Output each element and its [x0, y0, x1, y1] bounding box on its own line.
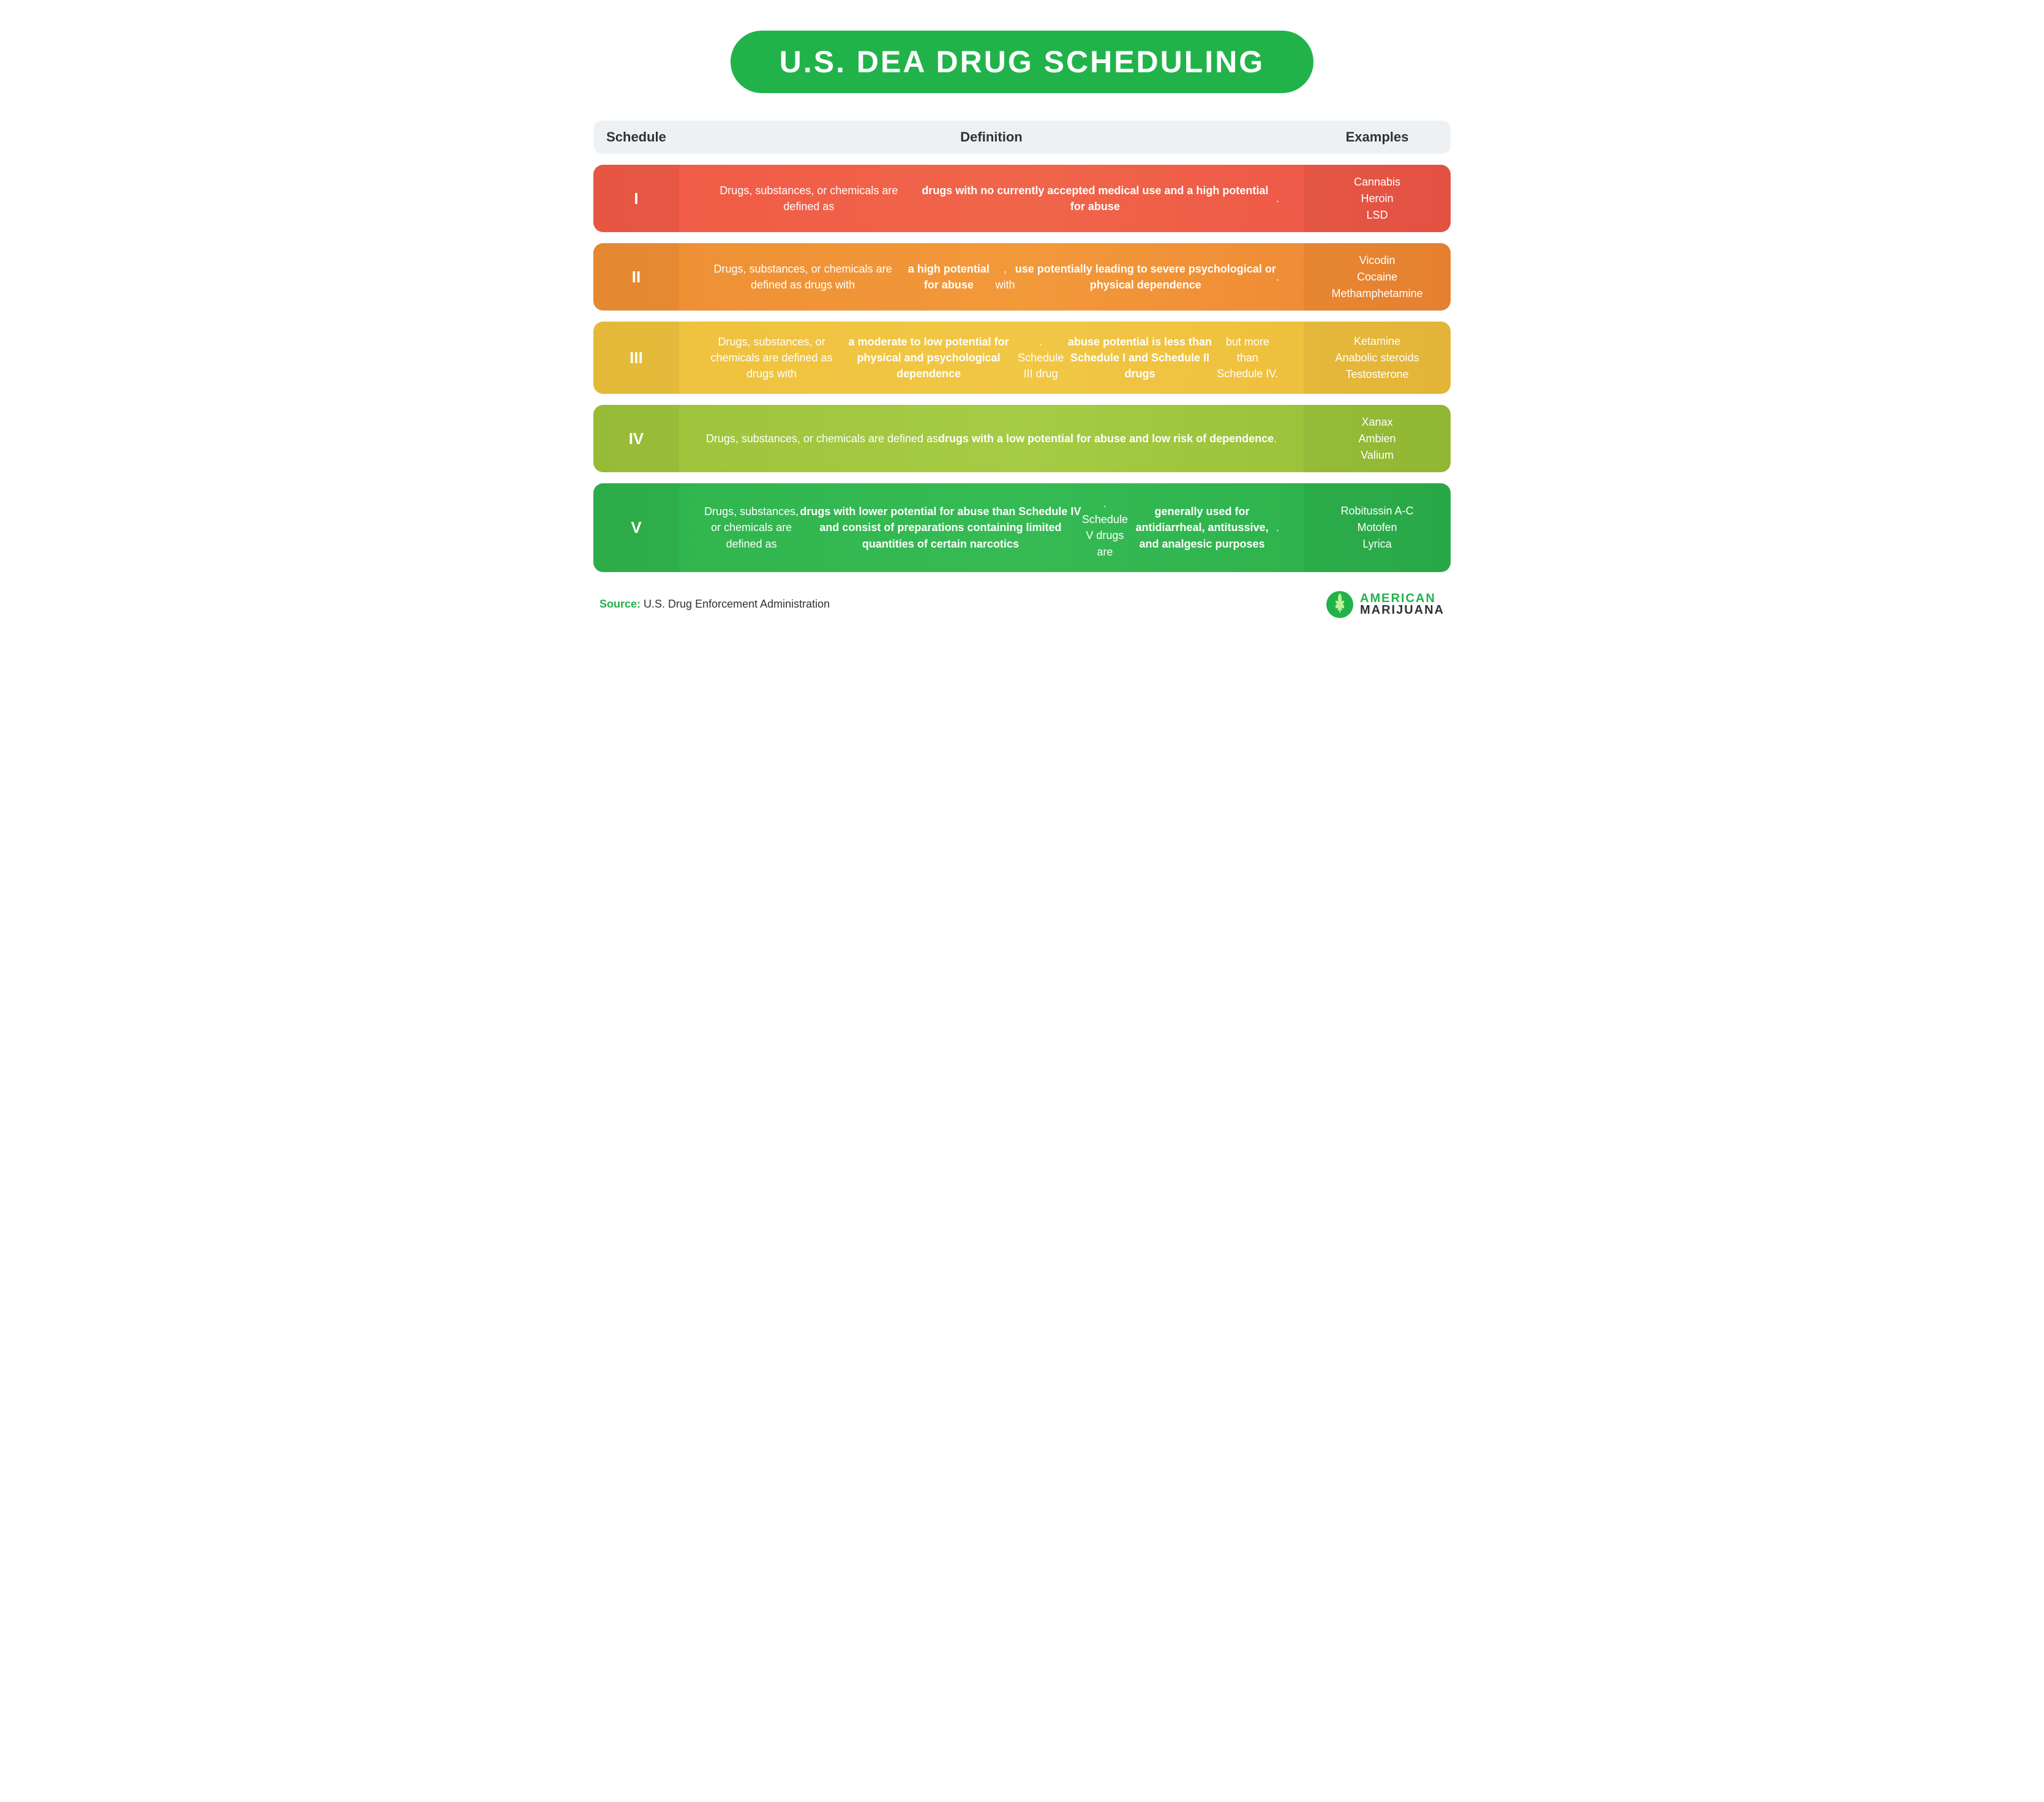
- table-row: IDrugs, substances, or chemicals are def…: [593, 165, 1451, 232]
- leaf-icon: [1326, 590, 1354, 619]
- schedule-definition: Drugs, substances, or chemicals are defi…: [679, 243, 1304, 311]
- schedule-examples: VicodinCocaineMethamphetamine: [1304, 243, 1451, 311]
- schedule-definition: Drugs, substances, or chemicals are defi…: [679, 322, 1304, 394]
- table-row: IVDrugs, substances, or chemicals are de…: [593, 405, 1451, 472]
- schedule-definition: Drugs, substances, or chemicals are defi…: [679, 165, 1304, 232]
- brand-logo: AMERICAN MARIJUANA: [1326, 590, 1445, 619]
- schedule-id: V: [593, 483, 679, 571]
- header-definition: Definition: [679, 129, 1304, 145]
- table-header-row: Schedule Definition Examples: [593, 121, 1451, 154]
- source-label: Source:: [599, 598, 641, 610]
- table-row: IIIDrugs, substances, or chemicals are d…: [593, 322, 1451, 394]
- schedule-id: II: [593, 243, 679, 311]
- schedule-examples: Robitussin A-CMotofenLyrica: [1304, 483, 1451, 571]
- schedule-examples: KetamineAnabolic steroidsTestosterone: [1304, 322, 1451, 394]
- source-line: Source: U.S. Drug Enforcement Administra…: [599, 598, 830, 611]
- logo-line1: AMERICAN: [1360, 593, 1445, 605]
- page-title: U.S. DEA DRUG SCHEDULING: [731, 31, 1313, 93]
- table-body: IDrugs, substances, or chemicals are def…: [593, 165, 1451, 572]
- schedule-id: I: [593, 165, 679, 232]
- schedule-definition: Drugs, substances, or chemicals are defi…: [679, 483, 1304, 571]
- footer: Source: U.S. Drug Enforcement Administra…: [593, 590, 1451, 619]
- table-row: VDrugs, substances, or chemicals are def…: [593, 483, 1451, 571]
- header-examples: Examples: [1304, 129, 1451, 145]
- infographic-container: U.S. DEA DRUG SCHEDULING Schedule Defini…: [593, 31, 1451, 619]
- header-schedule: Schedule: [593, 129, 679, 145]
- schedule-id: III: [593, 322, 679, 394]
- logo-line2: MARIJUANA: [1360, 605, 1445, 616]
- schedule-id: IV: [593, 405, 679, 472]
- schedule-definition: Drugs, substances, or chemicals are defi…: [679, 405, 1304, 472]
- schedule-examples: XanaxAmbienValium: [1304, 405, 1451, 472]
- logo-text: AMERICAN MARIJUANA: [1360, 593, 1445, 616]
- schedule-examples: CannabisHeroinLSD: [1304, 165, 1451, 232]
- source-text: U.S. Drug Enforcement Administration: [644, 598, 830, 610]
- table-row: IIDrugs, substances, or chemicals are de…: [593, 243, 1451, 311]
